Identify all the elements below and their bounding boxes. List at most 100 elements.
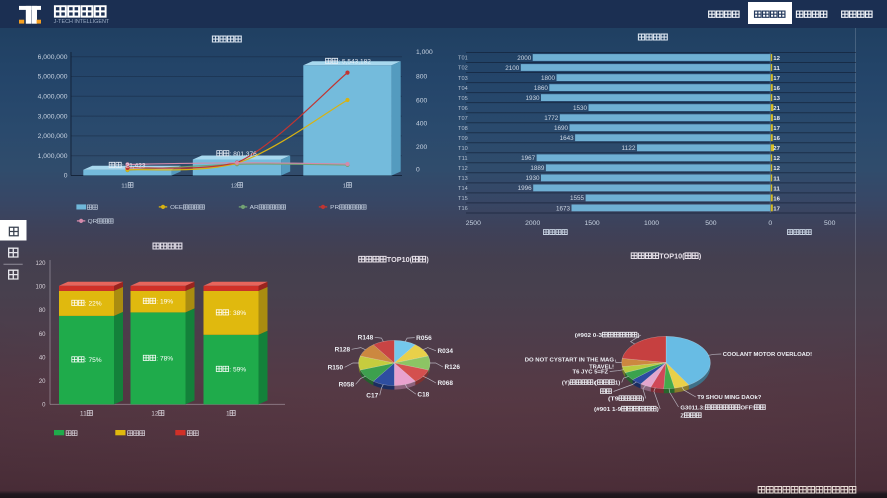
svg-text:AR: AR: [250, 205, 259, 211]
svg-text:T08: T08: [458, 126, 468, 132]
svg-text:R150: R150: [328, 365, 344, 372]
svg-text:27: 27: [773, 146, 780, 152]
svg-text:1): 1): [615, 381, 620, 387]
svg-text:2000: 2000: [525, 220, 540, 227]
svg-text:T03: T03: [458, 76, 468, 82]
svg-text:R056: R056: [416, 335, 432, 342]
svg-text:Z: Z: [680, 414, 684, 420]
svg-text:R128: R128: [335, 347, 351, 354]
svg-text:T9 SHOU MING DAOk?: T9 SHOU MING DAOk?: [697, 395, 762, 401]
svg-text:800: 800: [416, 74, 427, 81]
svg-text:1930: 1930: [526, 95, 541, 102]
svg-text:17: 17: [773, 126, 780, 132]
svg-text:OEE: OEE: [170, 205, 183, 211]
svg-text:T11: T11: [458, 156, 468, 162]
svg-text:: 21,423: : 21,423: [122, 163, 146, 170]
svg-text:(T9: (T9: [608, 397, 620, 403]
svg-text:2100: 2100: [505, 65, 520, 72]
svg-text:R148: R148: [358, 335, 374, 342]
svg-text:12: 12: [773, 156, 780, 162]
svg-text:: 19%: : 19%: [156, 299, 173, 306]
svg-text:PR: PR: [330, 205, 339, 211]
svg-text:11: 11: [773, 176, 780, 182]
svg-text:): ): [657, 407, 659, 413]
svg-text:2000: 2000: [517, 55, 532, 62]
svg-text:3,000,000: 3,000,000: [38, 113, 68, 120]
svg-text:0: 0: [768, 220, 772, 227]
svg-text:500: 500: [705, 220, 717, 227]
svg-text:600: 600: [416, 97, 427, 104]
svg-text:(: (: [593, 381, 597, 387]
svg-text:COOLANT MOTOR OVERLOAD!: COOLANT MOTOR OVERLOAD!: [723, 352, 812, 358]
svg-text:: 75%: : 75%: [85, 357, 102, 364]
svg-text:500: 500: [824, 220, 836, 227]
svg-text:: 5,543,182: : 5,543,182: [338, 59, 371, 66]
svg-text:T01: T01: [458, 56, 468, 62]
svg-text:T05: T05: [458, 96, 468, 102]
svg-text:: 22%: : 22%: [85, 301, 102, 308]
svg-text:): ): [638, 333, 640, 339]
svg-text:2,000,000: 2,000,000: [38, 133, 68, 140]
svg-text:16: 16: [773, 86, 780, 92]
svg-text:11: 11: [80, 411, 87, 418]
svg-text:1800: 1800: [541, 75, 556, 82]
svg-text:1967: 1967: [521, 155, 536, 162]
svg-text:(#901 1-9: (#901 1-9: [594, 407, 622, 413]
svg-text:1860: 1860: [534, 85, 549, 92]
svg-text:R126: R126: [445, 364, 461, 371]
svg-text:T07: T07: [458, 116, 468, 122]
svg-text:17: 17: [773, 206, 780, 212]
svg-text:1,000,000: 1,000,000: [38, 153, 68, 160]
svg-text:21: 21: [773, 106, 780, 112]
svg-text:1,000: 1,000: [416, 49, 433, 56]
svg-text:6,000,000: 6,000,000: [38, 54, 68, 61]
svg-text:11: 11: [121, 183, 127, 189]
svg-text:QR: QR: [88, 219, 98, 225]
svg-text:1: 1: [226, 411, 230, 418]
svg-text:16: 16: [773, 196, 780, 202]
svg-text:400: 400: [416, 121, 427, 128]
svg-text:0: 0: [416, 167, 420, 174]
svg-text:): ): [699, 254, 701, 261]
svg-text:200: 200: [416, 144, 427, 151]
svg-text:DO NOT CYSTART IN THE MAG: DO NOT CYSTART IN THE MAG: [525, 358, 615, 364]
svg-text:40: 40: [39, 355, 46, 361]
svg-text:TRAVEL!: TRAVEL!: [589, 364, 614, 370]
svg-text:5,000,000: 5,000,000: [38, 74, 68, 81]
svg-text:1889: 1889: [530, 165, 545, 172]
svg-text:: 38%: : 38%: [229, 310, 246, 317]
svg-text:1000: 1000: [644, 220, 659, 227]
svg-text:C18: C18: [417, 391, 429, 398]
svg-text:100: 100: [35, 285, 46, 291]
svg-text:11: 11: [773, 186, 780, 192]
svg-text:T13: T13: [458, 176, 468, 182]
svg-text:): ): [642, 397, 644, 403]
svg-text:4,000,000: 4,000,000: [38, 94, 68, 101]
svg-text:: 801,376: : 801,376: [230, 151, 257, 158]
svg-text:C17: C17: [366, 393, 378, 400]
svg-text:1673: 1673: [556, 205, 571, 212]
svg-text:11: 11: [773, 66, 780, 72]
svg-text:18: 18: [773, 116, 780, 122]
svg-text:: 59%: : 59%: [229, 367, 246, 374]
svg-text:T14: T14: [458, 186, 468, 192]
svg-text:T02: T02: [458, 66, 468, 72]
svg-text:80: 80: [39, 308, 46, 314]
svg-text:2500: 2500: [466, 220, 481, 227]
svg-text:TOP10(: TOP10(: [387, 257, 413, 264]
svg-text:J-TECH INTELLIGENT: J-TECH INTELLIGENT: [54, 19, 110, 25]
svg-text:R058: R058: [339, 382, 355, 389]
svg-text:1530: 1530: [573, 105, 588, 112]
svg-text:1500: 1500: [585, 220, 600, 227]
svg-text:1996: 1996: [518, 185, 533, 192]
svg-text:16: 16: [773, 136, 780, 142]
svg-text:TOP10(: TOP10(: [659, 254, 685, 261]
svg-text:12: 12: [231, 183, 237, 189]
svg-text:T12: T12: [458, 166, 468, 172]
svg-text:1930: 1930: [526, 175, 541, 182]
svg-text:R034: R034: [438, 348, 454, 355]
svg-text:12: 12: [773, 56, 780, 62]
svg-text:20: 20: [39, 379, 46, 385]
svg-text:0: 0: [64, 173, 68, 180]
svg-text:17: 17: [773, 76, 780, 82]
